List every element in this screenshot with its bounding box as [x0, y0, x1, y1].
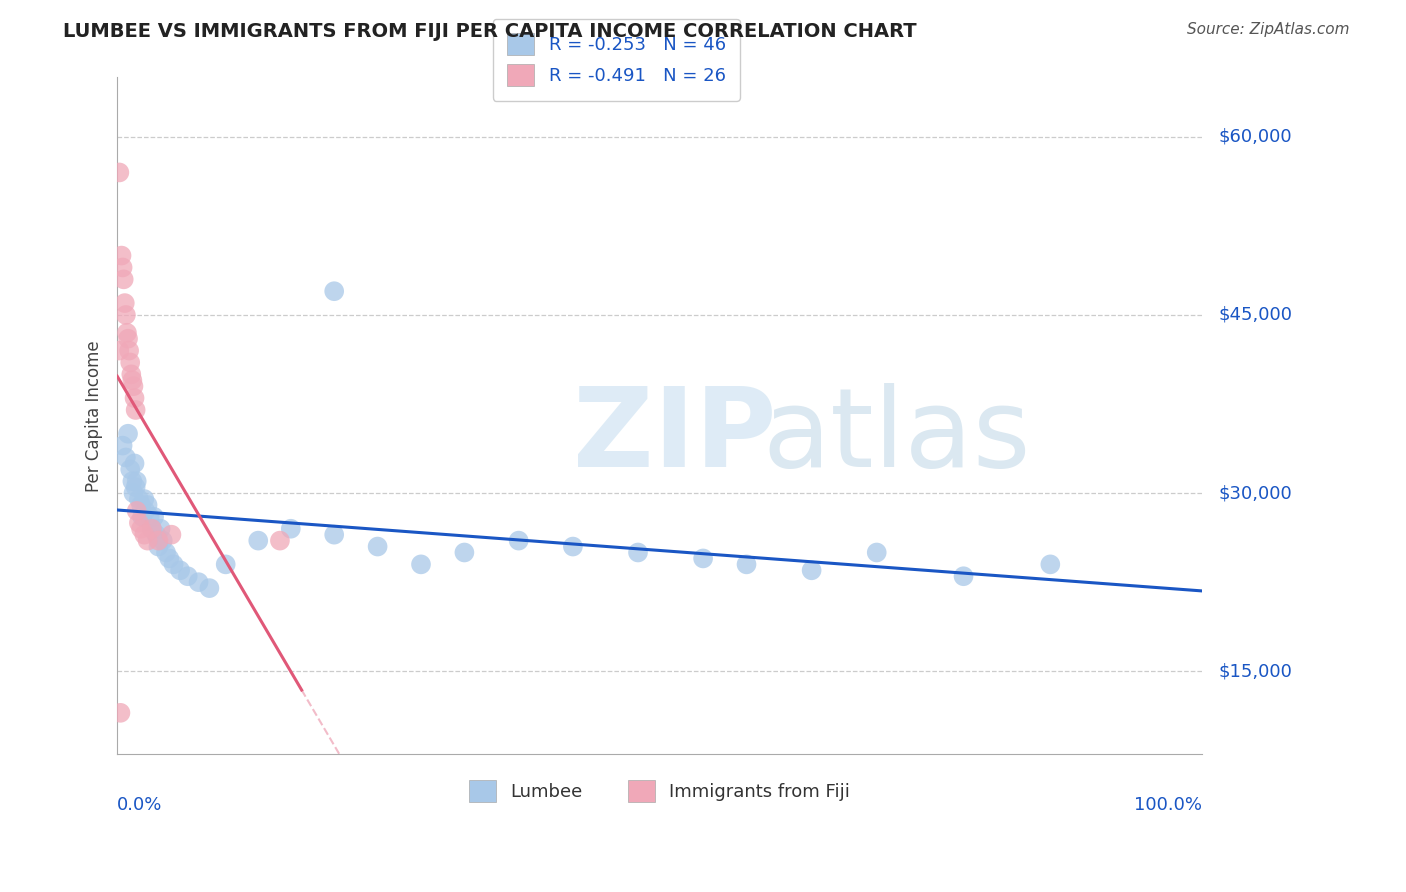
Point	[139, 509, 162, 524]
Point	[129, 522, 152, 536]
Text: $45,000: $45,000	[1219, 306, 1292, 324]
Point	[124, 457, 146, 471]
Point	[155, 545, 177, 559]
Point	[120, 462, 142, 476]
Point	[131, 509, 153, 524]
Point	[149, 522, 172, 536]
Point	[124, 391, 146, 405]
Point	[141, 522, 163, 536]
Point	[952, 569, 974, 583]
Point	[128, 491, 150, 506]
Point	[110, 706, 132, 720]
Point	[187, 575, 209, 590]
Point	[136, 498, 159, 512]
Point	[141, 522, 163, 536]
Point	[800, 563, 823, 577]
Point	[280, 522, 302, 536]
Point	[117, 332, 139, 346]
Text: atlas: atlas	[763, 383, 1031, 490]
Point	[115, 326, 138, 340]
Point	[561, 540, 583, 554]
Point	[409, 558, 432, 572]
Point	[125, 504, 148, 518]
Text: 0.0%: 0.0%	[117, 796, 163, 814]
Point	[124, 480, 146, 494]
Point	[627, 545, 650, 559]
Point	[112, 272, 135, 286]
Text: $60,000: $60,000	[1219, 128, 1292, 145]
Point	[120, 355, 142, 369]
Point	[118, 343, 141, 358]
Text: Source: ZipAtlas.com: Source: ZipAtlas.com	[1187, 22, 1350, 37]
Point	[111, 260, 134, 275]
Point	[120, 368, 142, 382]
Point	[269, 533, 291, 548]
Point	[145, 527, 167, 541]
Point	[247, 533, 270, 548]
Point	[111, 439, 134, 453]
Point	[162, 558, 184, 572]
Point	[177, 569, 200, 583]
Point	[121, 373, 143, 387]
Point	[108, 165, 131, 179]
Point	[198, 581, 221, 595]
Point	[110, 249, 132, 263]
Text: 100.0%: 100.0%	[1135, 796, 1202, 814]
Legend: Lumbee, Immigrants from Fiji: Lumbee, Immigrants from Fiji	[461, 773, 858, 810]
Point	[152, 533, 174, 548]
Point	[1039, 558, 1062, 572]
Text: $30,000: $30,000	[1219, 484, 1292, 502]
Point	[108, 343, 131, 358]
Point	[148, 540, 170, 554]
Point	[134, 491, 156, 506]
Point	[735, 558, 758, 572]
Point	[114, 296, 136, 310]
Point	[692, 551, 714, 566]
Point	[115, 308, 138, 322]
Text: $15,000: $15,000	[1219, 662, 1292, 681]
Text: LUMBEE VS IMMIGRANTS FROM FIJI PER CAPITA INCOME CORRELATION CHART: LUMBEE VS IMMIGRANTS FROM FIJI PER CAPIT…	[63, 22, 917, 41]
Point	[148, 533, 170, 548]
Point	[122, 379, 145, 393]
Point	[215, 558, 238, 572]
Text: ZIP: ZIP	[572, 383, 776, 490]
Point	[143, 509, 166, 524]
Point	[508, 533, 530, 548]
Point	[122, 486, 145, 500]
Point	[121, 474, 143, 488]
Point	[115, 450, 138, 465]
Point	[128, 516, 150, 530]
Point	[136, 533, 159, 548]
Point	[453, 545, 475, 559]
Point	[367, 540, 389, 554]
Point	[134, 504, 156, 518]
Point	[157, 551, 180, 566]
Point	[125, 474, 148, 488]
Point	[323, 284, 346, 298]
Point	[117, 426, 139, 441]
Point	[129, 498, 152, 512]
Point	[323, 527, 346, 541]
Point	[169, 563, 191, 577]
Point	[160, 527, 183, 541]
Point	[134, 527, 156, 541]
Point	[124, 403, 146, 417]
Y-axis label: Per Capita Income: Per Capita Income	[86, 340, 103, 491]
Point	[866, 545, 889, 559]
